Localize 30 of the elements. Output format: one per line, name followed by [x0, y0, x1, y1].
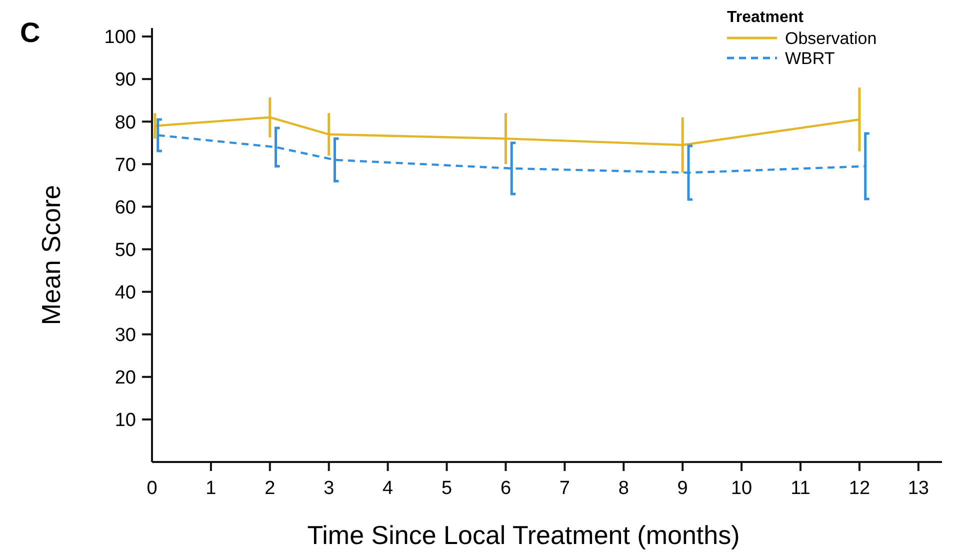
y-axis-title: Mean Score: [36, 184, 66, 326]
x-tick-label: 6: [500, 478, 512, 499]
x-tick-label: 10: [730, 478, 752, 499]
y-tick-label: 60: [114, 197, 136, 218]
x-tick-label: 2: [264, 478, 276, 499]
x-tick-label: 9: [677, 478, 688, 499]
x-tick-label: 5: [441, 478, 452, 499]
x-tick-label: 1: [206, 478, 216, 499]
text: C: [20, 17, 40, 48]
legend-label: Observation: [785, 29, 877, 48]
x-tick-label: 8: [618, 478, 629, 499]
y-tick-label: 40: [114, 282, 136, 304]
y-tick-label: 100: [104, 27, 136, 48]
legend-title: Treatment: [727, 9, 804, 26]
x-tick-label: 13: [908, 478, 929, 499]
x-tick-label: 7: [559, 478, 570, 499]
y-tick-label: 50: [114, 240, 136, 261]
y-tick-label: 30: [114, 325, 136, 346]
y-tick-label: 90: [114, 70, 136, 91]
x-tick-label: 0: [146, 478, 158, 499]
legend-label: WBRT: [785, 49, 835, 68]
x-tick-label: 12: [848, 478, 870, 499]
x-axis-title: Time Since Local Treatment (months): [307, 520, 740, 550]
x-tick-label: 4: [382, 478, 394, 499]
y-tick-label: 70: [114, 154, 136, 176]
x-tick-label: 11: [790, 478, 810, 499]
y-tick-label: 20: [114, 368, 136, 389]
x-tick-label: 3: [324, 478, 334, 499]
y-tick-label: 10: [114, 410, 136, 432]
y-tick-label: 80: [114, 112, 136, 134]
